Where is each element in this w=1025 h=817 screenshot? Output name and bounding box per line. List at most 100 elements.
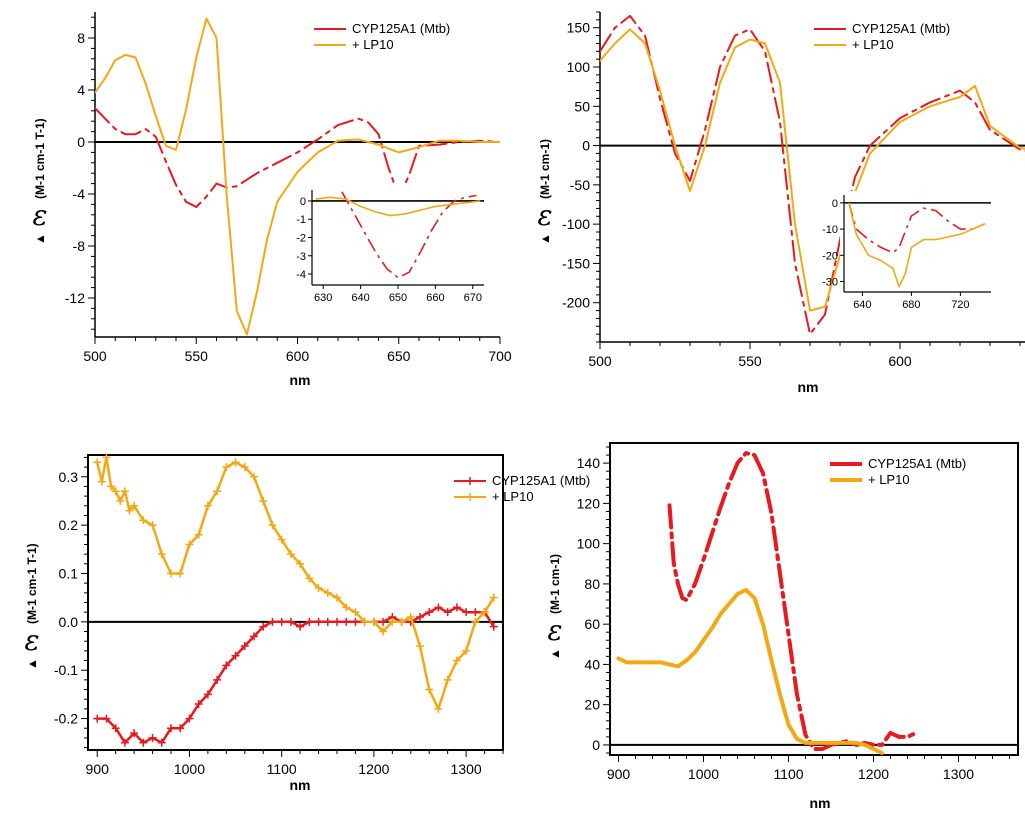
series-group xyxy=(616,451,918,755)
inset-y-tick-label: -2 xyxy=(296,233,306,245)
data-marker xyxy=(240,642,249,651)
y-tick-label: -50 xyxy=(570,177,590,193)
inset-x-tick-label: 630 xyxy=(314,292,332,304)
epsilon-symbol: ε xyxy=(547,614,562,647)
x-tick-label: 1100 xyxy=(267,761,297,777)
data-marker xyxy=(157,550,166,559)
data-marker xyxy=(379,627,388,636)
y-tick-label: 40 xyxy=(584,656,600,672)
plot-frame xyxy=(609,442,1019,756)
data-marker xyxy=(452,656,461,665)
data-marker xyxy=(111,724,120,733)
epsilon-symbol: ε xyxy=(24,624,39,657)
data-marker xyxy=(369,617,378,626)
y-tick-label: 8 xyxy=(77,30,85,46)
y-tick-label: -200 xyxy=(562,295,590,311)
data-marker xyxy=(286,617,295,626)
series-line-cyp125a1 xyxy=(95,107,500,208)
data-marker xyxy=(443,608,452,617)
data-marker xyxy=(97,477,106,486)
x-tick-label: 900 xyxy=(607,766,631,782)
y-tick-label: 100 xyxy=(577,536,601,552)
inset-y-tick-label: -30 xyxy=(822,277,838,289)
y-tick-label: 60 xyxy=(584,616,600,632)
plot-frame xyxy=(87,454,504,751)
delta-symbol: ▲ xyxy=(25,658,39,670)
data-marker xyxy=(425,685,434,694)
data-marker xyxy=(268,617,277,626)
x-tick-label: 1300 xyxy=(943,766,974,782)
legend-label: CYP125A1 (Mtb) xyxy=(492,473,590,488)
y-tick-label: -100 xyxy=(562,216,590,232)
data-marker xyxy=(296,622,305,631)
data-marker xyxy=(148,521,157,530)
series-group xyxy=(93,453,498,747)
data-marker xyxy=(480,608,489,617)
y-tick-label: -150 xyxy=(562,255,590,271)
data-marker xyxy=(397,617,406,626)
delta-symbol: ▲ xyxy=(538,233,552,245)
data-marker xyxy=(148,733,157,742)
inset-y-tick-label: -4 xyxy=(296,269,306,281)
data-marker xyxy=(185,714,194,723)
x-axis-title: nm xyxy=(290,777,311,793)
data-marker xyxy=(305,617,314,626)
x-axis-title: nm xyxy=(290,372,311,388)
y-tick-label: 0 xyxy=(592,737,600,753)
data-marker xyxy=(139,738,148,747)
x-axis-title: nm xyxy=(810,795,831,811)
y-tick-label: 80 xyxy=(584,576,600,592)
data-marker xyxy=(305,574,314,583)
y-tick-label: 140 xyxy=(577,455,601,471)
x-tick-label: 600 xyxy=(286,348,310,364)
data-marker xyxy=(434,704,443,713)
inset-plot: 640 680 720 0 -10 -20 -30 xyxy=(822,191,995,311)
panel-top-right: 500550600650700750150100500-50-100-150-2… xyxy=(537,11,1025,395)
y-tick-label: 0.3 xyxy=(59,469,79,485)
inset-y-tick-label: -3 xyxy=(296,251,306,263)
data-marker xyxy=(323,617,332,626)
y-tick-label: -4 xyxy=(73,186,86,202)
y-tick-label: 150 xyxy=(567,20,591,36)
x-tick-label: 550 xyxy=(738,353,762,369)
y-units: (M-1 cm-1 T-1) xyxy=(33,118,47,199)
data-marker xyxy=(120,487,129,496)
panel-top-left: 500 550 600 650 700 8 4 0 -4 -8 -12 nm ▲ε(M-1 cm-1 T… xyxy=(32,12,512,388)
legend-label: + LP10 xyxy=(852,37,894,52)
inset-x-tick-label: 660 xyxy=(426,292,444,304)
data-marker xyxy=(222,661,231,670)
data-marker xyxy=(176,569,185,578)
legend-marker xyxy=(466,477,474,485)
data-marker xyxy=(462,646,471,655)
x-tick-label: 600 xyxy=(888,353,912,369)
x-tick-label: 700 xyxy=(488,348,512,364)
y-axis-title: ▲ε(M-1 cm-1) xyxy=(537,139,552,245)
y-tick-label: 20 xyxy=(584,697,600,713)
data-marker xyxy=(222,463,231,472)
x-tick-label: 900 xyxy=(86,761,110,777)
y-axis-title: ▲ε(M-1 cm-1 T-1) xyxy=(24,543,39,670)
data-marker xyxy=(277,535,286,544)
legend-label: + LP10 xyxy=(868,472,910,487)
y-units: (M-1 cm-1) xyxy=(548,554,562,614)
x-tick-label: 650 xyxy=(387,348,411,364)
inset-series-line-lp10 xyxy=(315,196,481,217)
inset-x-tick-label: 640 xyxy=(351,292,369,304)
data-marker xyxy=(323,588,332,597)
legend-label: CYP125A1 (Mtb) xyxy=(852,21,950,36)
series-line-lp10 xyxy=(616,587,884,755)
series-line-lp10 xyxy=(95,456,496,711)
data-marker xyxy=(351,608,360,617)
inset-plot: 630 640 650 660 670 0 -1 -2 -3 -4 xyxy=(296,186,488,304)
data-marker xyxy=(185,540,194,549)
data-marker xyxy=(125,506,134,515)
data-marker xyxy=(462,608,471,617)
inset-x-tick-label: 650 xyxy=(389,292,407,304)
data-marker xyxy=(489,622,498,631)
x-tick-label: 1100 xyxy=(773,766,803,782)
data-marker xyxy=(213,487,222,496)
data-marker xyxy=(277,617,286,626)
x-tick-label: 1200 xyxy=(358,761,389,777)
y-tick-label: 4 xyxy=(77,82,85,98)
data-marker xyxy=(406,613,415,622)
